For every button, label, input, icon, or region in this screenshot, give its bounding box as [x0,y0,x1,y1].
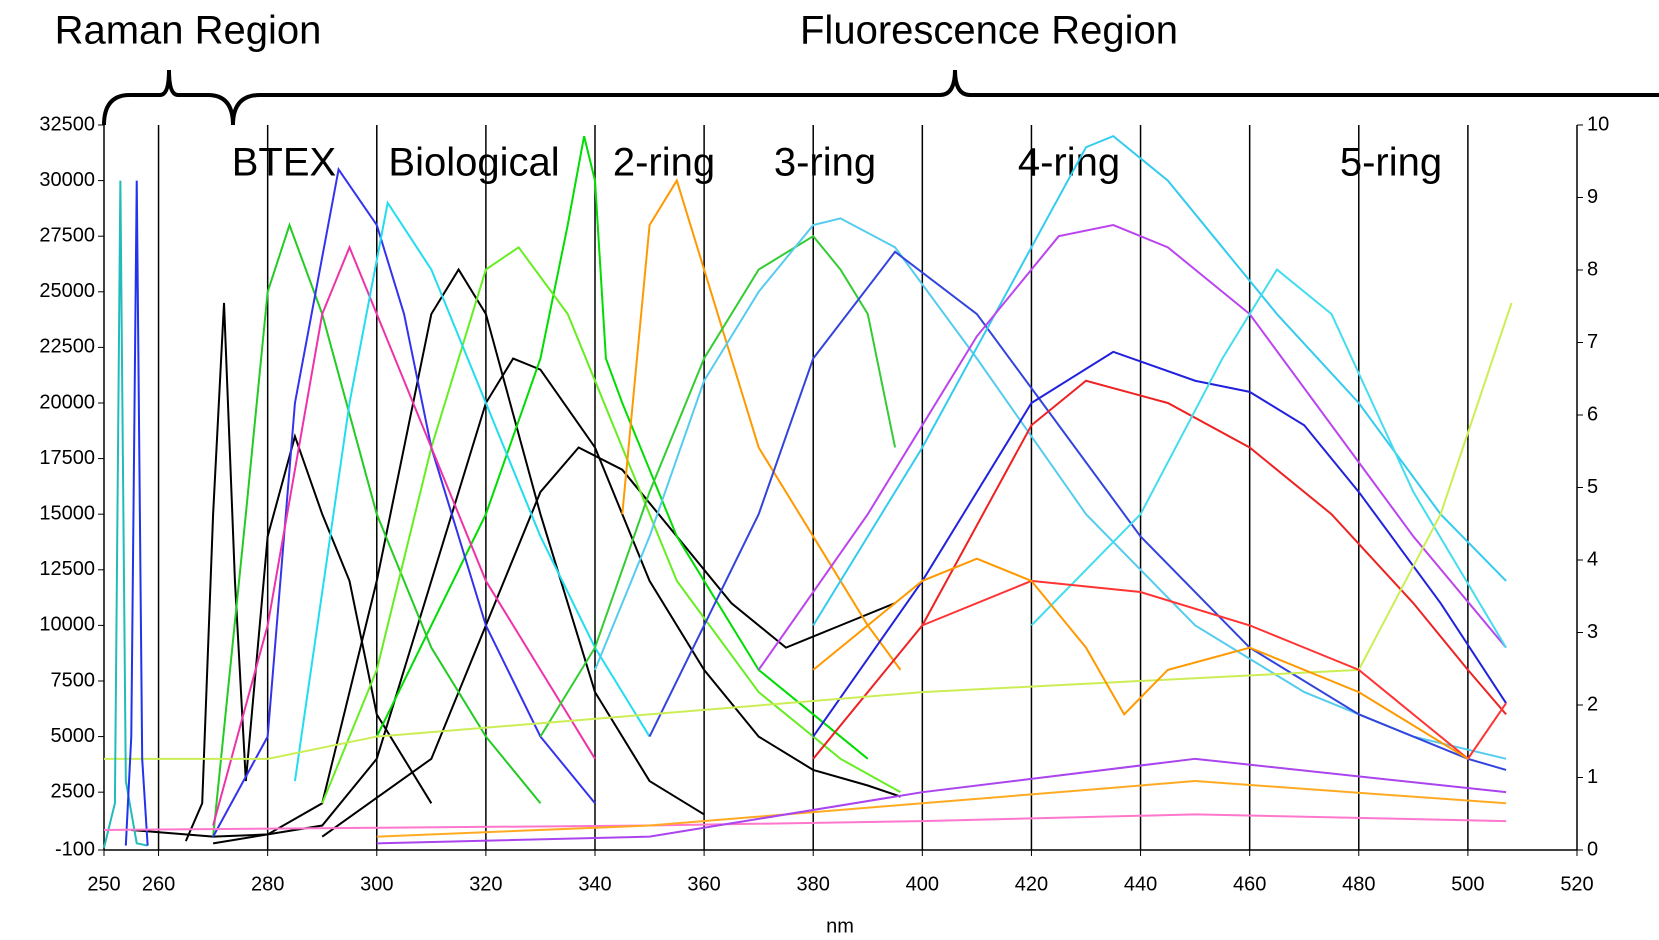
y-tick-label: 32500 [39,113,95,135]
spectrum-line [212,357,901,845]
spectrum-line [212,166,596,838]
y2-tick-label: 3 [1587,621,1598,643]
spectrum-line [321,245,901,804]
annotation: 2-ring [613,141,715,185]
x-tick-label: 260 [142,873,175,895]
x-tick-label: 400 [906,873,939,895]
y2-tick-label: 0 [1587,838,1598,860]
spectrum-line [812,350,1507,738]
annotation: BTEX [232,141,336,185]
annotation: 3-ring [774,141,876,185]
y-tick-label: 20000 [39,391,95,413]
x-tick-label: 250 [87,873,120,895]
x-tick-label: 440 [1124,873,1157,895]
spectrum-line [594,217,1507,760]
spectrum-line [812,557,1469,760]
y2-tick-label: 6 [1587,403,1598,425]
y-tick-label: 2500 [51,780,96,802]
y-tick-label: 12500 [39,558,95,580]
spectrum-line [131,267,705,838]
x-tick-label: 300 [360,873,393,895]
spectrum-line [757,224,1507,671]
y-tick-label: 10000 [39,614,95,636]
y-tick-label: 17500 [39,447,95,469]
annotation: 5-ring [1340,141,1442,185]
spectrum-line [921,579,1507,761]
y2-tick-label: 9 [1587,186,1598,208]
y2-tick-label: 8 [1587,258,1598,280]
raman-brace [102,69,235,126]
spectrum-line [376,780,1507,838]
y-tick-label: -100 [55,838,95,860]
y2-tick-label: 1 [1587,766,1598,788]
y-tick-label: 5000 [51,725,96,747]
spectrum-line [1030,268,1507,649]
annotation: Fluorescence Region [800,9,1178,53]
y-tick-label: 7500 [51,669,96,691]
annotation: Raman Region [55,9,322,53]
x-tick-label: 480 [1342,873,1375,895]
spectrum-line [621,178,902,671]
y-tick-label: 15000 [39,502,95,524]
x-tick-label: 320 [469,873,502,895]
spectrum-line [375,135,869,760]
spectrum-line [104,302,1513,760]
y2-tick-label: 7 [1587,331,1598,353]
spectrum-line [124,180,149,846]
y2-tick-label: 2 [1587,693,1598,715]
fluorescence-brace [231,69,1659,126]
spectrum-line [293,200,651,782]
y2-tick-label: 5 [1587,476,1598,498]
y-tick-label: 25000 [39,280,95,302]
x-tick-label: 520 [1560,873,1593,895]
x-tick-label: 420 [1015,873,1048,895]
x-tick-label: 500 [1451,873,1484,895]
y2-tick-label: 4 [1587,548,1598,570]
y-tick-label: 22500 [39,336,95,358]
x-tick-label: 380 [797,873,830,895]
spectrum-line [812,379,1507,760]
x-tick-label: 280 [251,873,284,895]
spectrum-line [184,302,433,842]
spectrum-line [103,180,148,849]
spectrum-line [376,757,1507,845]
x-tick-label: 340 [578,873,611,895]
spectrum-line [648,250,1507,771]
x-axis-label: nm [826,915,854,937]
annotation: Biological [388,141,559,185]
spectrum-line [321,446,896,838]
y-tick-label: 30000 [39,169,95,191]
y2-tick-label: 10 [1587,113,1609,135]
x-tick-label: 460 [1233,873,1266,895]
y-tick-label: 27500 [39,224,95,246]
spectrum-line [103,813,1507,831]
x-tick-label: 360 [687,873,720,895]
spectrum-line [212,244,596,826]
